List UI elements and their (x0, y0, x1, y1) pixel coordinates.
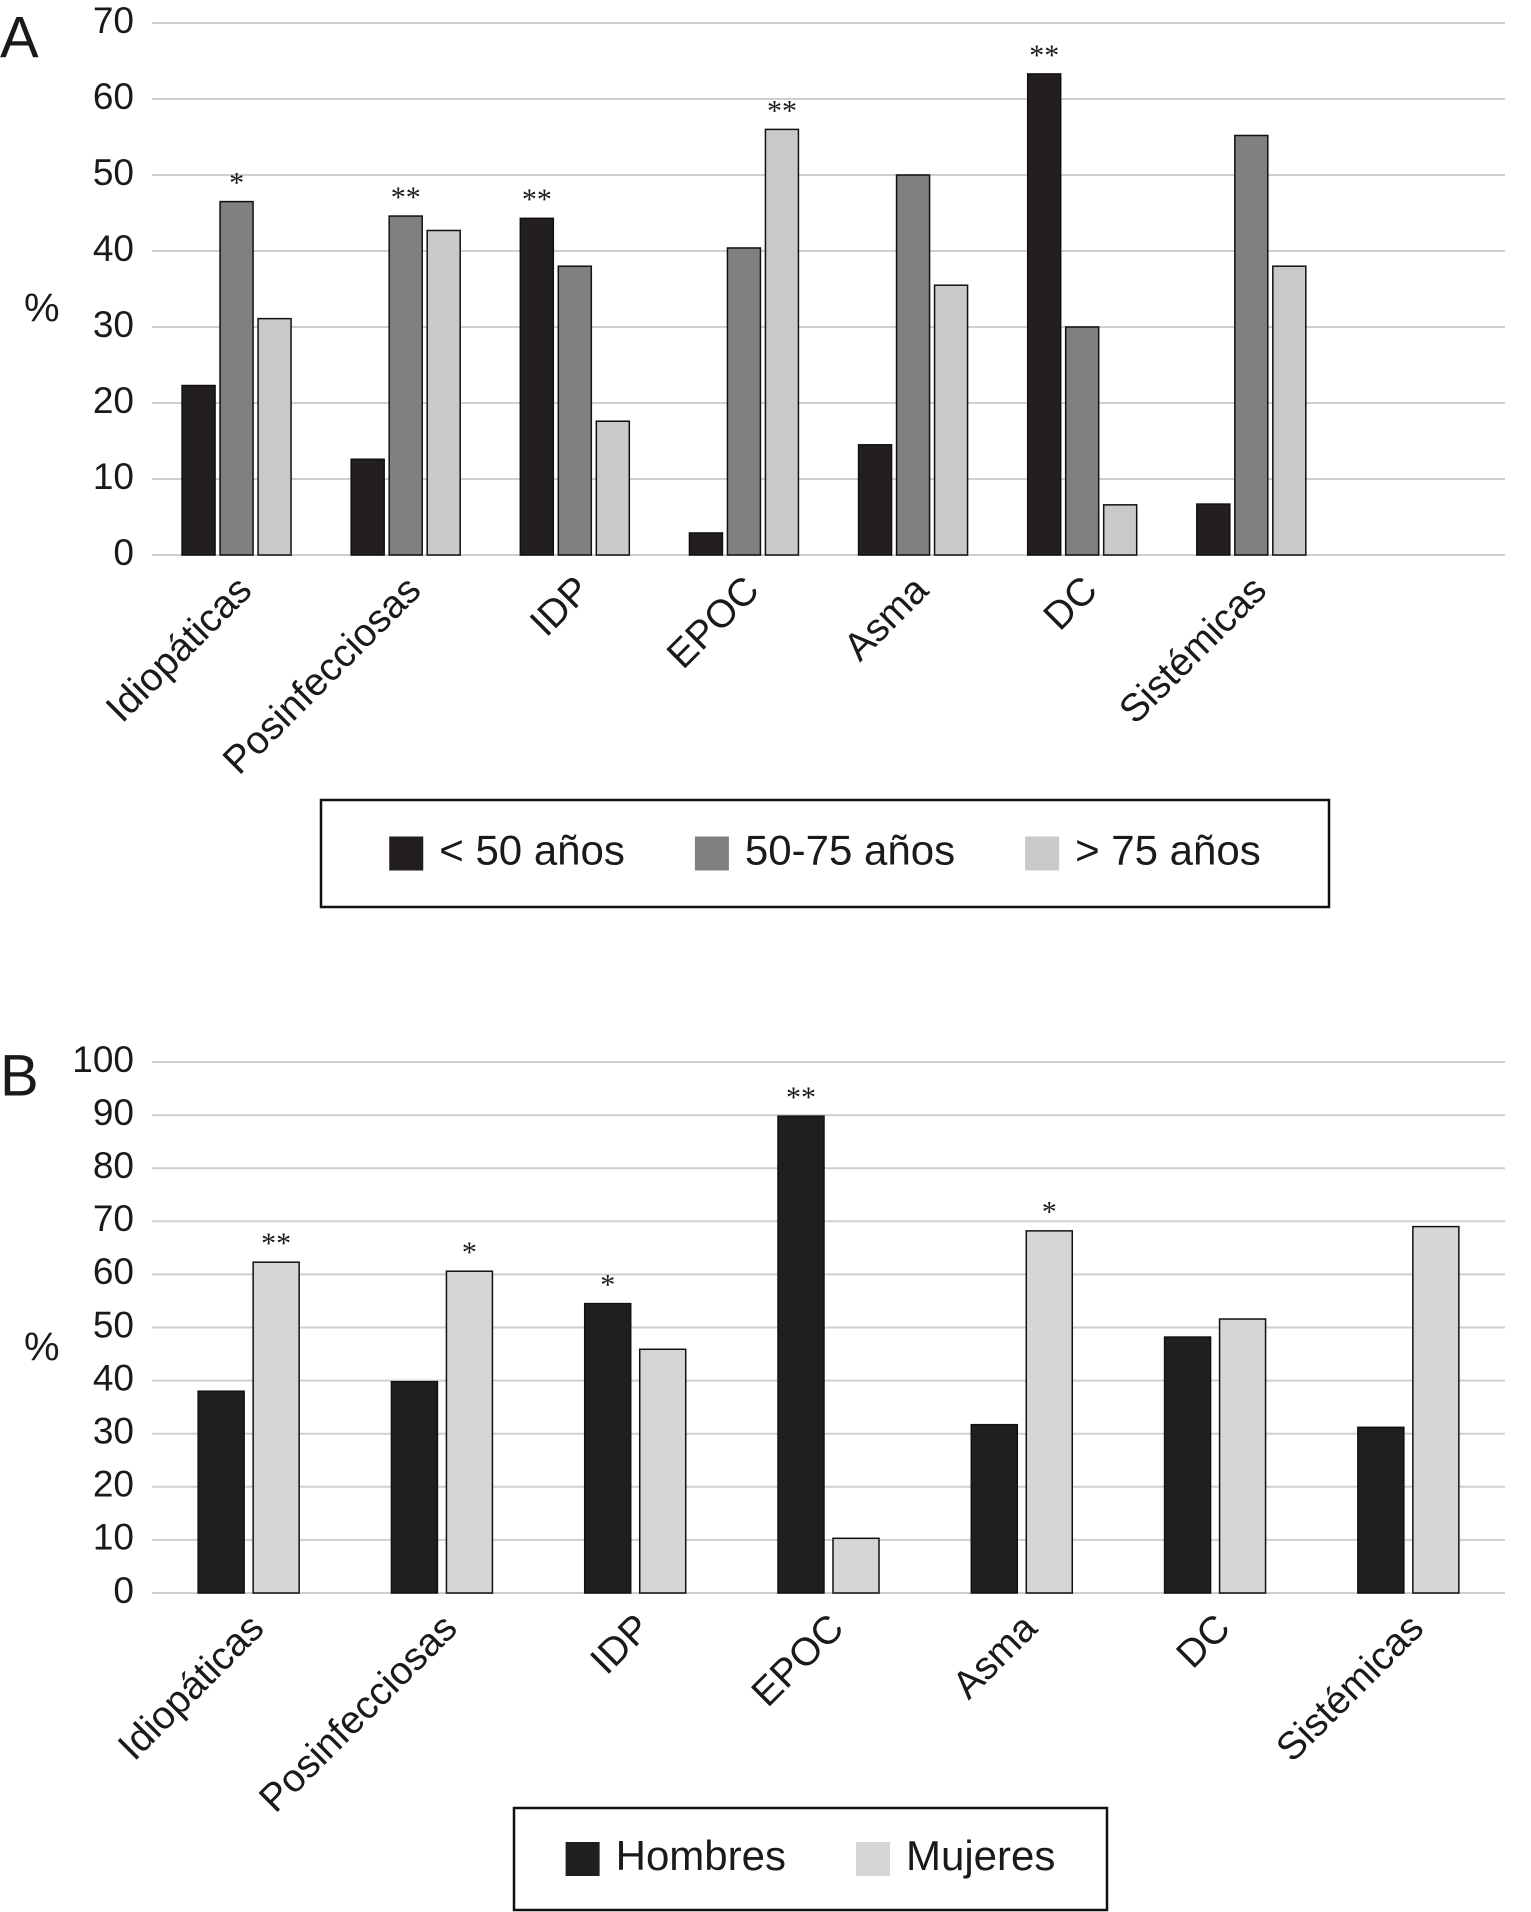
bar (726, 247, 762, 556)
y-tick-label: 20 (93, 1464, 134, 1505)
y-tick-label: 30 (93, 1410, 134, 1451)
bar (445, 1270, 494, 1594)
legend: Hombres Mujeres (565, 1832, 1055, 1879)
y-tick-label: 10 (93, 456, 134, 497)
bar (1163, 1336, 1212, 1594)
bar (895, 174, 931, 556)
y-tick-label: 60 (93, 76, 134, 117)
significance-marker: * (462, 1236, 477, 1269)
bar (583, 1302, 632, 1594)
significance-marker: ** (786, 1081, 816, 1114)
bar (688, 532, 724, 556)
bar (832, 1537, 880, 1594)
bar (1357, 1426, 1405, 1594)
bar (252, 1261, 300, 1594)
legend-swatch (389, 836, 424, 871)
significance-marker: ** (391, 181, 421, 214)
y-tick-label: 0 (113, 1570, 134, 1611)
bar (1064, 326, 1100, 556)
y-tick-label: 30 (93, 304, 134, 345)
x-tick-label: IDP (522, 568, 598, 644)
bar (933, 284, 969, 556)
bar (1102, 504, 1138, 556)
x-tick-label: Asma (945, 1606, 1046, 1707)
bar (1196, 503, 1231, 556)
bar (777, 1115, 825, 1594)
significance-marker: ** (767, 94, 797, 127)
bar (857, 444, 893, 556)
x-tick-label: Idiopáticas (110, 1606, 272, 1768)
y-tick-label: 70 (93, 0, 134, 41)
y-tick-label: 40 (93, 1357, 134, 1398)
y-tick-label: 40 (93, 228, 134, 269)
legend-label: > 75 años (1075, 827, 1261, 874)
bar (1026, 73, 1062, 556)
x-tick-label: DC (1168, 1606, 1238, 1676)
x-tick-label: Posinfecciosas (251, 1606, 465, 1820)
bar (764, 128, 800, 556)
significance-marker: ** (522, 183, 552, 216)
significance-marker: * (600, 1268, 615, 1301)
bar (638, 1348, 687, 1594)
bar (426, 229, 461, 556)
x-tick-label: EPOC (744, 1606, 853, 1715)
bar (595, 420, 631, 556)
x-tick-label: Sistémicas (1268, 1606, 1432, 1770)
y-tick-label: 20 (93, 380, 134, 421)
bar (1218, 1318, 1267, 1594)
bar (197, 1390, 245, 1594)
bar (350, 458, 385, 556)
y-tick-label: 70 (93, 1198, 134, 1239)
legend-swatch (565, 1842, 600, 1876)
legend-label: 50-75 años (745, 827, 955, 874)
panel-label: A (0, 5, 39, 70)
legend-swatch (694, 836, 729, 871)
y-tick-label: 90 (93, 1092, 134, 1133)
bar (557, 265, 593, 556)
legend-box (319, 798, 1331, 909)
x-tick-label: Sistémicas (1111, 568, 1275, 732)
significance-marker: * (1042, 1196, 1057, 1229)
legend-swatch (856, 1842, 890, 1876)
x-tick-label: DC (1036, 568, 1106, 638)
y-tick-label: 60 (93, 1251, 134, 1292)
bar (970, 1423, 1019, 1594)
legend: < 50 años 50-75 años > 75 años (389, 827, 1261, 874)
bar (219, 200, 254, 556)
bar (1412, 1225, 1460, 1594)
bar (388, 215, 423, 556)
bar (1272, 265, 1307, 556)
y-axis-label: % (24, 287, 60, 331)
legend-label: Mujeres (906, 1832, 1055, 1879)
y-tick-label: 50 (93, 152, 134, 193)
bar (257, 317, 292, 556)
bar (1234, 134, 1269, 556)
legend-box (512, 1806, 1109, 1912)
x-tick-label: Idiopáticas (98, 568, 260, 730)
y-axis-label: % (24, 1326, 60, 1370)
legend-label: Hombres (616, 1832, 786, 1879)
y-tick-label: 80 (93, 1145, 134, 1186)
x-tick-label: Asma (836, 568, 937, 669)
legend-label: < 50 años (439, 827, 625, 874)
panel-label: B (0, 1043, 39, 1108)
y-tick-label: 10 (93, 1517, 134, 1558)
legend-swatch (1025, 836, 1060, 871)
significance-marker: ** (261, 1227, 291, 1260)
y-tick-label: 100 (72, 1039, 134, 1080)
x-tick-label: IDP (582, 1606, 658, 1682)
y-tick-label: 50 (93, 1304, 134, 1345)
bar (1025, 1230, 1074, 1594)
bar (181, 384, 216, 556)
bar (390, 1380, 439, 1594)
bar (519, 217, 555, 556)
y-tick-label: 0 (113, 532, 134, 573)
x-tick-label: EPOC (659, 568, 768, 677)
significance-marker: ** (1029, 39, 1059, 72)
significance-marker: * (229, 166, 244, 199)
